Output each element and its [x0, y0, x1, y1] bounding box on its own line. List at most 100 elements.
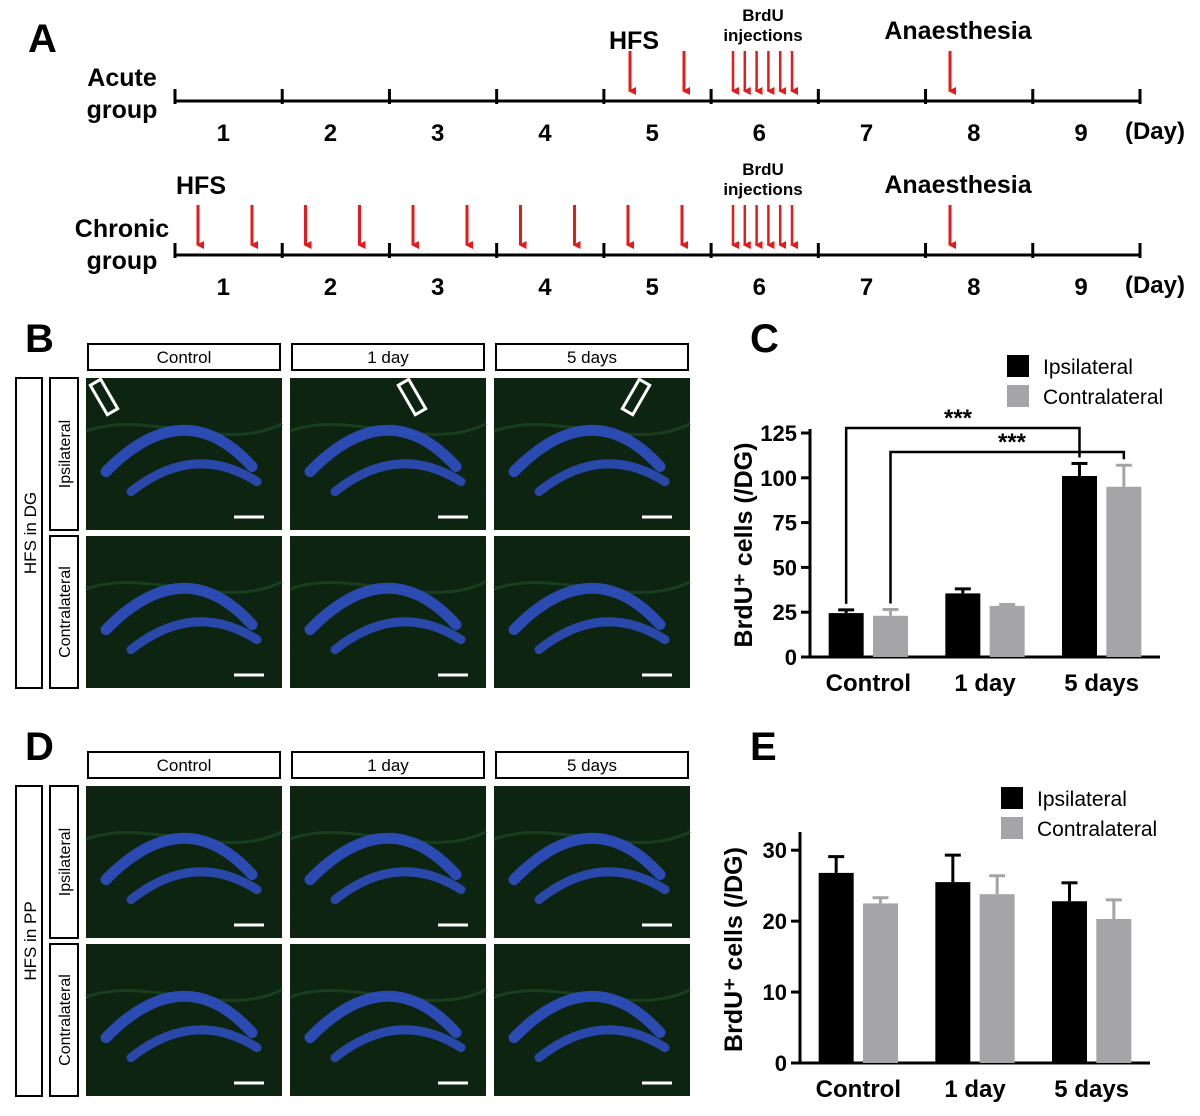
bar-chart-c: 0 25 50 75 100 125 Control 1 day 5 days BrdU⁺ cel… [730, 355, 1163, 697]
group-label-box [15, 377, 43, 689]
x-tick-label: Control [826, 670, 911, 697]
granule-layer-lower [126, 867, 262, 905]
column-header-box [291, 343, 485, 371]
group-label: group [87, 247, 158, 275]
y-tick-label: 0 [785, 645, 797, 670]
granule-layer-upper [100, 832, 258, 886]
column-header: 1 day [367, 348, 409, 367]
group-label: HFS in PP [21, 901, 40, 980]
x-tick-label: Control [816, 1076, 901, 1103]
x-tick-label: 1 day [954, 670, 1016, 697]
column-header: Control [157, 756, 212, 775]
bar [818, 872, 854, 1063]
legend-label: Contralateral [1043, 386, 1163, 409]
day-unit-label: (Day) [1125, 118, 1185, 145]
electrode-track-marker [396, 377, 428, 417]
row-label: Contralateral [57, 974, 74, 1066]
group-label: HFS in DG [21, 492, 40, 574]
panel-label-e: E [750, 725, 777, 769]
micrograph-grid-d: Control 1 day 5 days HFS in PP Ipsilateral Co… [15, 751, 691, 1097]
day-label: 1 [217, 120, 230, 147]
day-label: 6 [753, 274, 766, 301]
granule-layer-lower [534, 617, 670, 655]
bar [935, 882, 971, 1063]
bar [1096, 918, 1132, 1063]
bar [863, 903, 898, 1063]
x-tick-label: 1 day [944, 1076, 1006, 1103]
brdu-label: BrdU [742, 160, 784, 179]
significance-bracket [889, 450, 1126, 604]
bar [989, 605, 1025, 657]
legend-label: Ipsilateral [1043, 356, 1133, 379]
granule-layer-upper [508, 990, 666, 1044]
day-label: 2 [324, 274, 337, 301]
day-label: 7 [860, 274, 873, 301]
day-label: 5 [645, 274, 658, 301]
row-label-box [49, 377, 79, 531]
row-label-box [49, 943, 79, 1097]
granule-layer-upper [304, 832, 462, 886]
panel-label-b: B [25, 317, 54, 361]
row-label-box [49, 535, 79, 689]
column-header-box [291, 751, 485, 779]
electrode-track-marker [620, 377, 652, 417]
granule-layer-lower [330, 459, 466, 497]
y-tick-label: 0 [775, 1051, 787, 1076]
panel-label-a: A [28, 17, 57, 61]
legend-label: Ipsilateral [1037, 788, 1127, 811]
micrograph-grid-b: Control 1 day 5 days HFS in DG Ipsilateral Co… [15, 343, 691, 689]
granule-layer-lower [534, 1025, 670, 1063]
group-label: Chronic [75, 215, 170, 243]
row-label: Contralateral [57, 566, 74, 658]
anaesthesia-label: Anaesthesia [884, 17, 1032, 45]
granule-layer-upper [508, 424, 666, 478]
anaesthesia-label: Anaesthesia [884, 171, 1032, 199]
day-label: 5 [645, 120, 658, 147]
y-tick-label: 125 [760, 421, 797, 446]
y-tick-label: 25 [773, 600, 797, 625]
granule-layer-upper [304, 582, 462, 636]
day-label: 2 [324, 120, 337, 147]
granule-layer-lower [330, 867, 466, 905]
day-label: 8 [967, 120, 980, 147]
brdu-label: injections [723, 180, 802, 199]
y-tick-label: 75 [773, 511, 797, 536]
row-label: Ipsilateral [57, 828, 74, 896]
hfs-label: HFS [176, 172, 226, 200]
bar [979, 894, 1015, 1063]
x-tick-label: 5 days [1064, 670, 1139, 697]
legend-swatch [1007, 385, 1029, 407]
y-axis-label: BrdU⁺ cells (/DG) [730, 443, 758, 648]
column-header: Control [157, 348, 212, 367]
column-header-box [495, 751, 689, 779]
granule-layer-upper [508, 832, 666, 886]
granule-layer-lower [126, 459, 262, 497]
column-header-box [87, 343, 281, 371]
panel-label-c: C [750, 317, 779, 361]
y-tick-label: 30 [763, 838, 787, 863]
granule-layer-upper [100, 582, 258, 636]
column-header-box [495, 343, 689, 371]
group-label: group [87, 96, 158, 124]
bar [1062, 476, 1097, 657]
electrode-track-marker [88, 377, 120, 417]
day-label: 3 [431, 120, 444, 147]
acute-timeline: Acute group 1 2 3 4 5 6 7 8 9 (Day) HFS BrdUinjection… [87, 6, 1185, 147]
day-label: 8 [967, 274, 980, 301]
y-axis-label: BrdU⁺ cells (/DG) [720, 847, 748, 1052]
day-unit-label: (Day) [1125, 272, 1185, 299]
granule-layer-upper [100, 424, 258, 478]
micrograph-image [494, 378, 690, 530]
micrograph-image [86, 944, 282, 1096]
y-tick-label: 10 [763, 980, 787, 1005]
micrograph-image [494, 944, 690, 1096]
x-tick-label: 5 days [1054, 1076, 1129, 1103]
significance-label: *** [944, 405, 973, 432]
micrograph-image [494, 786, 690, 938]
legend-swatch [1001, 787, 1023, 809]
bar [1052, 901, 1087, 1063]
bar [828, 613, 864, 657]
column-header: 1 day [367, 756, 409, 775]
micrograph-image [494, 536, 690, 688]
